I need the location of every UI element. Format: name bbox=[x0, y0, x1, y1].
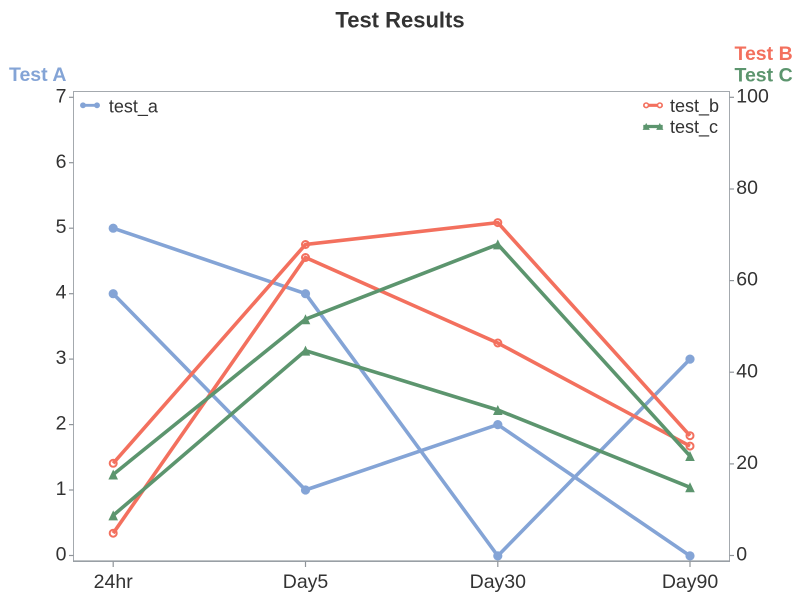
svg-text:0: 0 bbox=[56, 544, 67, 566]
svg-text:test_c: test_c bbox=[670, 117, 718, 138]
svg-text:40: 40 bbox=[736, 360, 758, 382]
svg-text:Day5: Day5 bbox=[283, 571, 329, 593]
svg-text:2: 2 bbox=[56, 413, 67, 435]
svg-text:Day30: Day30 bbox=[470, 571, 527, 593]
svg-text:Test A: Test A bbox=[9, 64, 66, 86]
svg-text:1: 1 bbox=[56, 478, 67, 500]
svg-text:test_b: test_b bbox=[670, 96, 719, 117]
svg-text:100: 100 bbox=[736, 85, 769, 107]
svg-text:5: 5 bbox=[56, 216, 67, 238]
svg-text:Test Results: Test Results bbox=[335, 8, 464, 33]
svg-text:6: 6 bbox=[56, 151, 67, 173]
svg-text:60: 60 bbox=[736, 269, 758, 291]
svg-text:3: 3 bbox=[56, 347, 67, 369]
svg-text:7: 7 bbox=[56, 85, 67, 107]
svg-text:80: 80 bbox=[736, 177, 758, 199]
svg-text:0: 0 bbox=[736, 544, 747, 566]
svg-text:4: 4 bbox=[56, 282, 67, 304]
svg-text:20: 20 bbox=[736, 452, 758, 474]
svg-text:Test C: Test C bbox=[735, 65, 793, 87]
svg-text:Day90: Day90 bbox=[662, 571, 719, 593]
svg-text:test_a: test_a bbox=[109, 96, 159, 117]
svg-text:24hr: 24hr bbox=[94, 571, 134, 593]
svg-text:Test B: Test B bbox=[735, 43, 793, 65]
